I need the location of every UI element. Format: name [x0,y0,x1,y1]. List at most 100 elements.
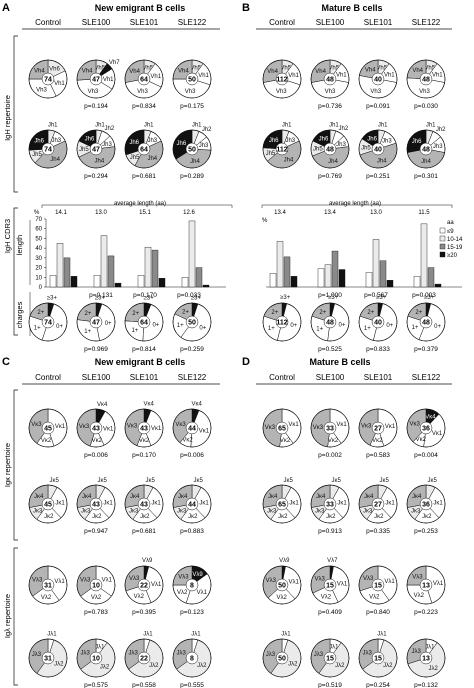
pie-center [137,72,151,86]
pie-slice-label: Vh1 [336,73,347,79]
pie-b2-0: Jh1 Jh3 Jh4 Jh5 Jh6 112 [262,122,302,169]
pie-slice-label: 2+ [182,310,189,316]
bar-A-3-0 [181,277,189,288]
pie-slice-label: Vκ1 [55,424,66,430]
panel-c-label-igl-repertoire: Igλ repertoire [3,594,12,638]
pie-slice-label: Jκ4 [316,494,326,500]
pie-pvalue: p=0.289 [180,173,204,180]
pie-outline [310,302,350,342]
pie-center [89,72,103,86]
pie-outline [28,638,68,678]
pie-count: 40 [374,146,382,153]
pie-pvalue: p=0.555 [180,682,204,688]
pie-slice-label: Jλ1 [95,644,105,650]
pie-slice-label: Jh4 [328,159,338,165]
pie-center [419,72,433,86]
pie-center [89,421,103,435]
pie-slice-label: Vλ2 [321,594,332,600]
pie-center [419,651,433,665]
pie-pvalue: p=0.736 [318,103,342,110]
pie-slice-label: Jκ5 [194,478,204,484]
pie-slice-label: Jh6 [269,138,279,144]
pie-outline [76,565,116,605]
pie-slice-label: Jκ1 [385,500,395,506]
pie-slice-label: Vh4 [82,69,93,75]
pie-slice-label: Vλ1 [151,582,162,588]
pie-outline [124,565,164,605]
pie-slice-label: Jλ2 [288,662,298,668]
pie-slice-label: Jκ5 [332,478,342,484]
cdr3-legend: aa ≤9 10-14 15-19 ≥20 [439,220,463,259]
pie-slice-label: Vh4 [315,69,326,75]
pie-center [371,497,385,511]
pie-slice-label: Jκ5 [98,478,108,484]
pie-slice-label: Jh3 [199,143,209,149]
pie-outline [172,302,212,342]
pie-b3-2: ≥3+ 0+ 1+ 2+40 p=0.833 [358,295,398,353]
pie-slice-label: 1+ [316,327,323,333]
pie-b1-2: Vh5 Vh1 Vh3 Vh4 40 p=0.091 [358,59,398,110]
pie-slice-label: Vλ3 [129,576,140,582]
pie-slice-label: 2+ [271,310,278,316]
pie-slice-label: Jh6 [129,140,139,146]
pie-slice-label: Jκ5 [50,478,60,484]
pie-slice-label: ≥3+ [95,295,106,301]
pie-slice-label: 1+ [268,326,275,332]
pie-slice-label: Jh4 [190,159,200,165]
pie-outline [28,565,68,605]
pie-outline [172,484,212,524]
pie-slice-label: Vh4 [267,69,278,75]
pie-a3-1: ≥3+ 0+ 1+ 2+47 p=0.969 [76,295,116,353]
panel-d-col-sle100: SLE100 [316,373,345,382]
pie-slice-label: Jh5 [313,147,323,153]
pie-slice-label: 0+ [152,323,159,329]
pie-slice-label: Jκ2 [374,514,384,520]
pie-slice-label: Vh5 [142,65,153,71]
panel-c-label-igk-repertoire: Igκ repertoire [3,443,12,487]
pie-slice-label: Jλ1 [377,631,387,637]
pie-b3-1: ≥3+ 0+ 1+ 2+48 p=0.525 [310,295,350,353]
pie-center [323,315,337,329]
pie-pvalue: p=0.259 [180,346,204,353]
pie-center [137,315,151,329]
pie-slice-label: Jκ2 [326,514,336,520]
bar-B-2-3 [386,280,394,288]
pie-a1-3: Vh5 Vh1 Vh3 Vh4 50 p=0.175 [172,59,212,110]
pie-center [185,578,199,592]
pie-pvalue: p=0.223 [414,609,438,616]
pie-slice-label: Jλ2 [100,665,110,671]
pie-pvalue: p=0.575 [84,682,108,688]
pie-outline [124,408,164,448]
pie-slice-label: Vλ2 [134,594,145,600]
pie-slice-label: Jh4 [421,159,431,165]
pie-slice-label: Vλ2 [41,595,52,601]
pie-slice-label: Vλ1 [384,579,395,585]
pie-count: 31 [44,655,52,662]
panel-b-title: Mature B cells [321,3,382,13]
pie-count: 15 [326,582,334,589]
pie-slice-label: Jκ3 [81,509,91,515]
panel-c-letter: C [2,356,10,368]
pie-center [185,72,199,86]
pie-slice-label: Jh1 [144,122,154,128]
bar-A-1-2 [107,255,115,288]
panel-a-label-igh-repertoire: IgH repertoire [3,95,12,141]
pie-count: 74 [44,319,52,326]
pie-slice-label: Jh1 [378,122,388,128]
pie-outline [406,484,446,524]
pie-center [185,651,199,665]
pie-center [371,421,385,435]
pie-slice-label: Vh1 [384,73,395,79]
pie-center [185,421,199,435]
pie-center [371,651,385,665]
pie-outline [358,129,398,169]
pie-slice-label: 1+ [177,323,184,329]
chart-a-title: average length (aa) [114,201,166,207]
pie-center [323,578,337,592]
pie-center [89,651,103,665]
pie-slice-label: Vκ2 [372,438,383,444]
